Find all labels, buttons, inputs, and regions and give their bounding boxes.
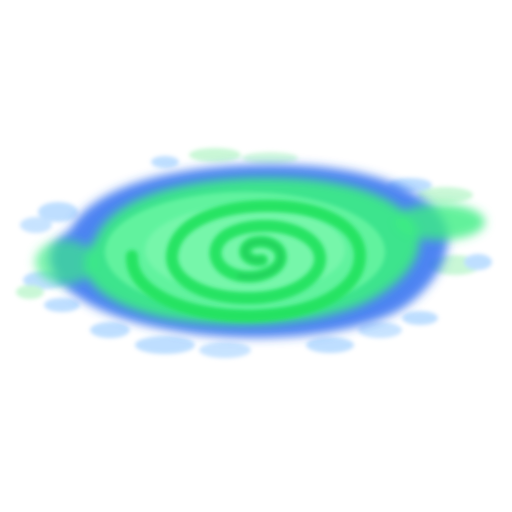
- spiral-swirl-icon: [126, 199, 367, 323]
